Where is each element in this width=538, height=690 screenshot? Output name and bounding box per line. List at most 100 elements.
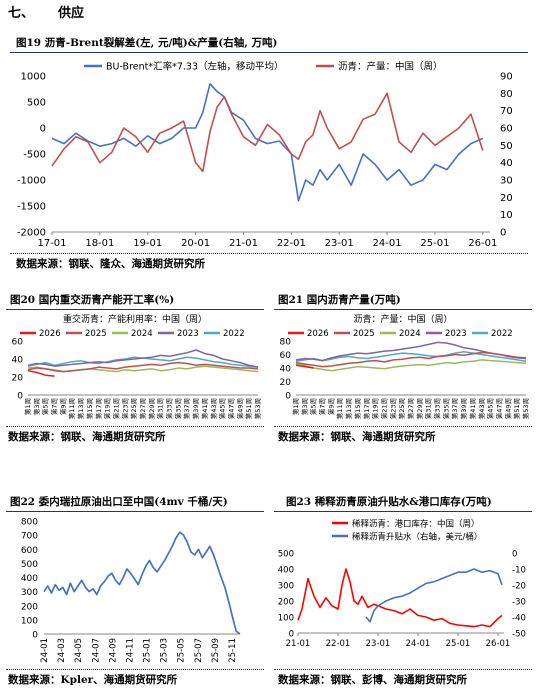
figure-19-footer-rule [10, 253, 528, 254]
legend-label-2022: 2022 [223, 329, 245, 339]
x-tick-label: 26-01 [486, 639, 511, 649]
series-line-2026 [27, 369, 55, 377]
y-left-tick-label: 0 [289, 630, 294, 640]
figure-19-source: 数据来源：钢联、隆众、海通期货研究所 [16, 258, 205, 270]
y-right-tick-label: 60 [500, 124, 513, 135]
y-tick-label: 700 [21, 532, 38, 542]
chart-title: 沥青：产量：中国（周） [353, 313, 452, 325]
x-tick-label: 第5周 [41, 398, 50, 415]
legend-label-2024: 2024 [131, 329, 153, 339]
x-tick-label: 18-01 [85, 238, 114, 249]
section-title: 供应 [58, 6, 85, 21]
legend-label-2023: 2023 [177, 329, 199, 339]
y-left-tick-label: 500 [278, 550, 294, 560]
figure-21-divider [274, 309, 532, 311]
section-number: 七、 [8, 6, 35, 21]
series-line-1 [365, 568, 503, 623]
y-right-tick-label: 50 [500, 141, 513, 152]
y-left-tick-label: -2000 [17, 228, 46, 239]
series-line-2025 [27, 361, 259, 373]
x-tick-label: 第37周 [450, 398, 459, 419]
y-right-tick-label: -20 [512, 582, 526, 592]
x-tick-label: 第27周 [406, 398, 415, 419]
x-tick-label: 20-01 [181, 238, 210, 249]
x-tick-label: 25-09 [211, 638, 221, 663]
figure-19-divider [10, 52, 528, 54]
y-right-tick-label: 10 [500, 210, 513, 221]
series-line-1 [51, 92, 484, 173]
x-tick-label: 第3周 [32, 398, 41, 415]
x-tick-label: 25-11 [228, 638, 238, 663]
x-tick-label: 第31周 [424, 398, 433, 419]
x-tick-label: 第49周 [235, 398, 244, 419]
x-tick-label: 第15周 [85, 398, 94, 419]
x-tick-label: 25-01 [143, 638, 153, 663]
x-tick-label: 第49周 [503, 398, 512, 419]
y-tick-label: 20 [12, 374, 24, 384]
figure-20-source: 数据来源：钢联、海通期货研究所 [8, 431, 166, 443]
x-tick-label: 第47周 [495, 398, 504, 419]
x-tick-label: 24-07 [91, 638, 101, 663]
figure-19-title: 图19 沥青-Brent裂解差(左, 元/吨)&产量(右轴, 万吨) [16, 37, 278, 49]
x-tick-label: 第11周 [335, 398, 344, 419]
x-tick-label: 17-01 [37, 238, 66, 249]
figure-22-footer-rule [6, 669, 264, 670]
series-line-2022 [295, 351, 527, 363]
legend-label-1: 稀释沥青升贴水（右轴，美元/桶） [352, 532, 482, 543]
y-right-tick-label: -10 [512, 566, 526, 576]
x-tick-label: 第33周 [165, 398, 174, 419]
chart-title: 重交沥青：产能利用率：中国（周） [63, 313, 207, 325]
y-right-tick-label: 40 [500, 158, 513, 169]
figure-22-divider [6, 511, 264, 513]
x-tick-label: 第17周 [94, 398, 103, 419]
legend-label-1: 沥青：产量：中国（周） [338, 61, 443, 73]
y-tick-label: 40 [280, 365, 292, 375]
x-tick-label: 第51周 [512, 398, 521, 419]
figure-23-chart: 0 100 200 300 400 500 0 -10 -20 -30 -40 -50 21-01 22-… [278, 519, 526, 650]
x-tick-label: 19-01 [133, 238, 162, 249]
x-tick-label: 第35周 [173, 398, 182, 419]
series-line-0 [51, 82, 484, 202]
x-tick-label: 第31周 [156, 398, 165, 419]
y-tick-label: 60 [280, 351, 292, 361]
y-left-tick-label: -500 [23, 150, 46, 161]
figure-20-title: 图20 国内重交沥青产能开工率(%) [10, 294, 175, 306]
y-tick-label: 80 [280, 338, 292, 348]
y-right-tick-label: -40 [512, 614, 526, 624]
figure-23-footer-rule [274, 669, 532, 670]
x-tick-label: 24-11 [126, 638, 136, 663]
x-tick-label: 第3周 [300, 398, 309, 415]
x-tick-label: 第19周 [103, 398, 112, 419]
y-tick-label: 300 [21, 588, 38, 598]
y-right-tick-label: -50 [512, 630, 526, 640]
x-tick-label: 26-01 [468, 238, 497, 249]
series-line-0 [297, 568, 503, 628]
y-left-tick-label: 500 [27, 98, 46, 109]
y-left-tick-label: -1000 [17, 176, 46, 187]
x-tick-label: 第9周 [326, 398, 335, 415]
y-right-tick-label: 0 [512, 550, 517, 560]
series-line-2026 [295, 364, 314, 369]
x-tick-label: 第11周 [67, 398, 76, 419]
y-left-tick-label: 0 [40, 124, 46, 135]
x-tick-label: 21-01 [286, 639, 311, 649]
x-tick-label: 第13周 [76, 398, 85, 419]
y-left-tick-label: -1500 [17, 202, 46, 213]
figure-23-source: 数据来源：钢联、彭博、海通期货研究所 [278, 674, 467, 686]
x-tick-label: 第53周 [253, 398, 262, 419]
y-left-tick-label: 100 [278, 614, 294, 624]
legend-label-0: 稀释沥青：港口库存：中国（周） [352, 519, 480, 530]
x-tick-label: 第1周 [291, 398, 300, 415]
x-tick-label: 22-01 [326, 639, 351, 649]
x-tick-label: 第45周 [218, 398, 227, 419]
legend-label-2025: 2025 [85, 329, 107, 339]
x-tick-label: 第47周 [227, 398, 236, 419]
x-tick-label: 第9周 [58, 398, 67, 415]
x-tick-label: 第1周 [23, 398, 32, 415]
y-tick-label: 20 [280, 378, 292, 388]
y-left-tick-label: 300 [278, 582, 294, 592]
x-tick-label: 24-01 [373, 238, 402, 249]
figure-22-title: 图22 委内瑞拉原油出口至中国(4mv 千桶/天) [10, 496, 228, 508]
x-tick-label: 第25周 [129, 398, 138, 419]
